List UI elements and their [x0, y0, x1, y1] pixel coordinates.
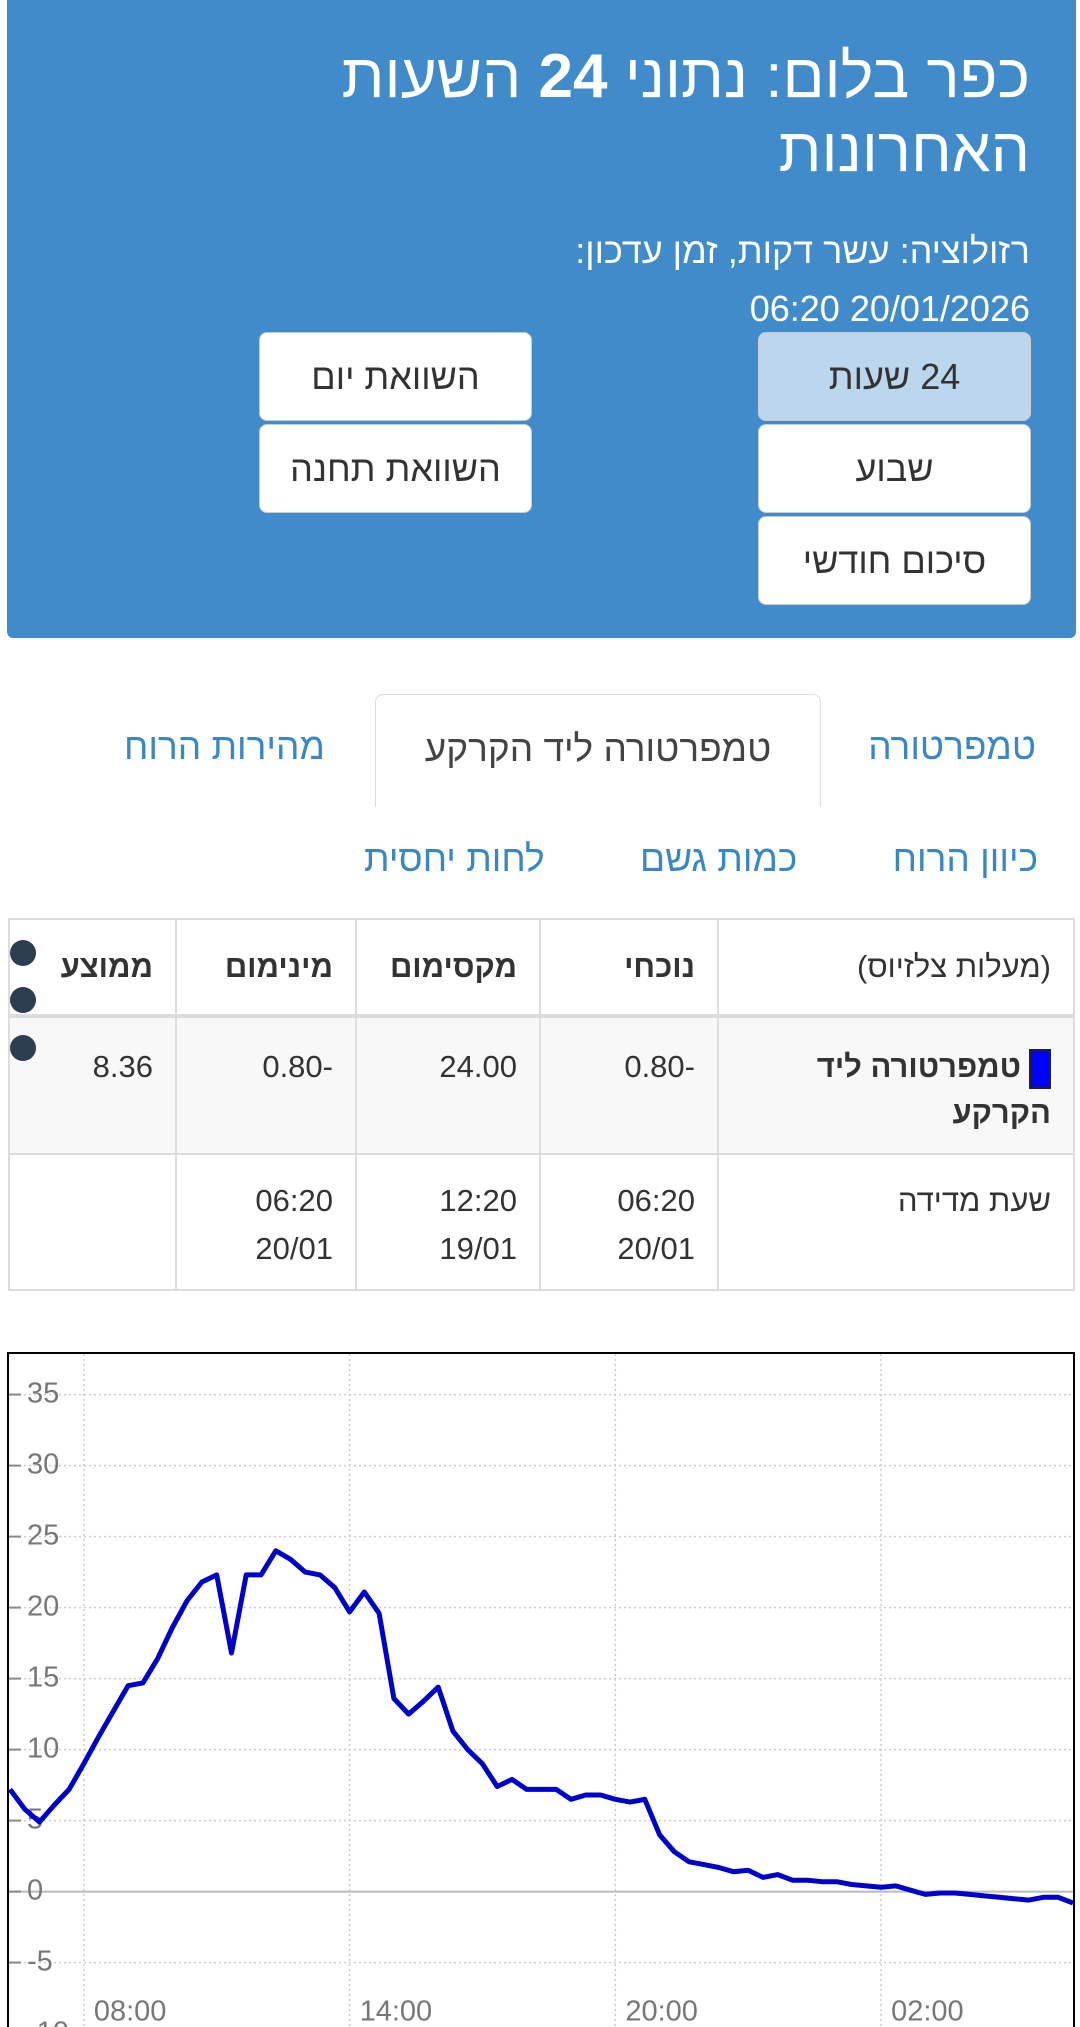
time: 12:20: [439, 1183, 517, 1218]
column-header: נוכחי: [539, 918, 719, 1018]
column-header: מינימום: [175, 918, 357, 1018]
cell: [8, 1153, 177, 1291]
y-tick-label: 20: [27, 1590, 59, 1622]
y-tick-label: -10: [27, 2016, 69, 2027]
tab[interactable]: מהירות הרוח: [124, 726, 325, 767]
title-text: כפר בלום: נתוני: [624, 42, 1030, 111]
tab[interactable]: כיוון הרוח: [892, 838, 1038, 879]
tab[interactable]: כמות גשם: [640, 838, 798, 879]
y-tick-label: 35: [27, 1377, 59, 1409]
update-info: רזולוציה: עשר דקות, זמן עדכון: 20/01/2026…: [575, 222, 1030, 338]
y-tick-label: 15: [27, 1661, 59, 1693]
column-header: ממוצע: [8, 918, 177, 1018]
cell: -0.80: [175, 1015, 357, 1155]
range-button[interactable]: סיכום חודשי: [758, 516, 1031, 605]
y-tick-label: 0: [27, 1874, 43, 1906]
summary-table: (מעלות צלזיוס) נוכחי מקסימום מינימום ממו…: [8, 918, 1075, 1291]
row-label: שעת מדידה: [717, 1153, 1075, 1291]
y-tick-label: 10: [27, 1732, 59, 1764]
column-header: מקסימום: [355, 918, 541, 1018]
tab[interactable]: טמפרטורה: [868, 726, 1036, 767]
date: 20/01: [617, 1231, 695, 1266]
title-number: 24: [538, 42, 608, 111]
time: 06:20: [255, 1183, 333, 1218]
bullet: [10, 1035, 36, 1061]
time: 06:20: [617, 1183, 695, 1218]
range-button[interactable]: שבוע: [758, 424, 1031, 513]
x-tick-label: 08:00: [94, 1996, 167, 2027]
x-tick-label: 02:00: [891, 1996, 964, 2027]
update-time: 20/01/2026 06:20: [749, 288, 1030, 329]
compare-button[interactable]: השוואת תחנה: [259, 424, 532, 513]
tab-active[interactable]: טמפרטורה ליד הקרקע: [375, 694, 821, 807]
bullet: [10, 940, 36, 966]
tab[interactable]: לחות יחסית: [364, 838, 545, 879]
cell: 24.00: [355, 1015, 541, 1155]
date: 20/01: [255, 1231, 333, 1266]
y-tick-label: -5: [27, 1945, 53, 1977]
cell: -0.80: [539, 1015, 719, 1155]
bullet: [10, 987, 36, 1013]
series-swatch: [1029, 1048, 1051, 1089]
y-tick-label: 30: [27, 1448, 59, 1480]
data-line: [7, 1548, 1074, 1906]
date: 19/01: [439, 1231, 517, 1266]
x-tick-label: 20:00: [625, 1996, 698, 2027]
cell: 06:20 20/01: [539, 1153, 719, 1291]
cell: 8.36: [8, 1015, 177, 1155]
chart-frame: [7, 1352, 1075, 2027]
cell: 12:20 19/01: [355, 1153, 541, 1291]
title-text: השעות האחרונות: [341, 42, 1030, 185]
header: כפר בלום: נתוני 24 השעות האחרונות רזולוצ…: [7, 0, 1076, 638]
page-title: כפר בלום: נתוני 24 השעות האחרונות: [130, 40, 1030, 188]
compare-button[interactable]: השוואת יום: [259, 332, 532, 421]
x-tick-label: 14:00: [360, 1996, 433, 2027]
range-button[interactable]: 24 שעות: [758, 332, 1031, 421]
row-label: טמפרטורה ליד הקרקע: [816, 1049, 1051, 1130]
column-header: (מעלות צלזיוס): [717, 918, 1075, 1018]
resolution: רזולוציה: עשר דקות, זמן עדכון:: [575, 230, 1030, 271]
y-tick-label: 25: [27, 1519, 59, 1551]
cell: 06:20 20/01: [175, 1153, 357, 1291]
